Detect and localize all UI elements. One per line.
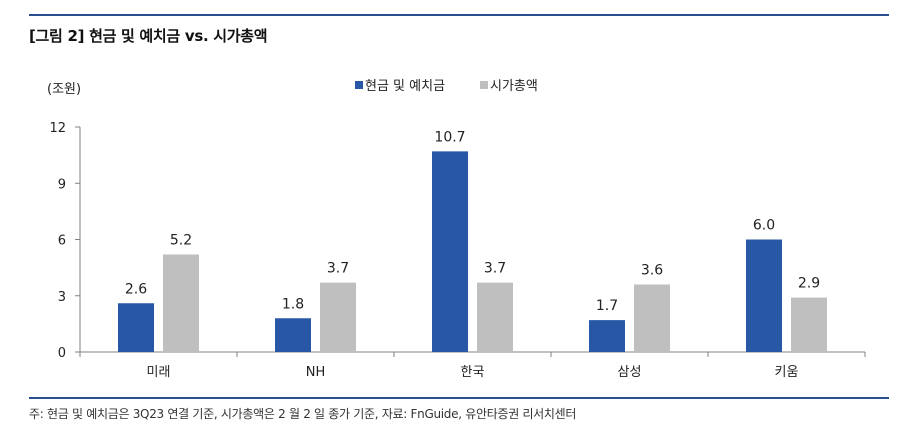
data-label: 10.7 xyxy=(434,129,465,145)
legend-label-1: 현금 및 예치금 xyxy=(365,79,445,94)
data-label: 1.7 xyxy=(596,298,618,314)
legend-label-2: 시가총액 xyxy=(490,79,538,94)
bar-cash xyxy=(589,320,625,352)
y-tick-label: 3 xyxy=(58,290,66,305)
legend-swatch-1 xyxy=(355,81,363,89)
data-label: 3.7 xyxy=(327,261,349,277)
bar-cash xyxy=(746,239,782,352)
x-tick-label: NH xyxy=(306,365,326,380)
bar-market-cap xyxy=(791,297,827,352)
bar-market-cap xyxy=(320,282,356,352)
bar-market-cap xyxy=(477,282,513,352)
y-unit-label: (조원) xyxy=(47,82,81,97)
y-tick-label: 12 xyxy=(49,121,66,136)
bottom-rule xyxy=(29,397,889,399)
x-tick-label: 키움 xyxy=(775,365,799,380)
bar-cash xyxy=(118,303,154,352)
bar-market-cap xyxy=(634,284,670,352)
data-label: 5.2 xyxy=(170,233,192,249)
y-tick-label: 6 xyxy=(58,234,66,249)
x-tick-label: 삼성 xyxy=(618,365,642,380)
data-label: 1.8 xyxy=(282,296,304,312)
data-label: 3.7 xyxy=(484,261,506,277)
y-tick-label: 0 xyxy=(58,346,66,361)
x-tick-label: 한국 xyxy=(461,365,485,380)
data-label: 2.9 xyxy=(798,276,820,292)
data-label: 6.0 xyxy=(753,218,775,234)
top-rule xyxy=(29,14,889,16)
source-note: 주: 현금 및 예치금은 3Q23 연결 기준, 시가총액은 2 월 2 일 종… xyxy=(29,407,577,421)
bar-cash xyxy=(275,318,311,352)
y-tick-label: 9 xyxy=(58,177,66,192)
legend-swatch-2 xyxy=(480,81,488,89)
figure-title: [그림 2] 현금 및 예치금 vs. 시가총액 xyxy=(29,27,268,45)
bar-market-cap xyxy=(163,254,199,352)
x-tick-label: 미래 xyxy=(147,365,171,380)
data-label: 2.6 xyxy=(125,281,147,297)
bar-cash xyxy=(432,151,468,352)
data-label: 3.6 xyxy=(641,263,663,279)
